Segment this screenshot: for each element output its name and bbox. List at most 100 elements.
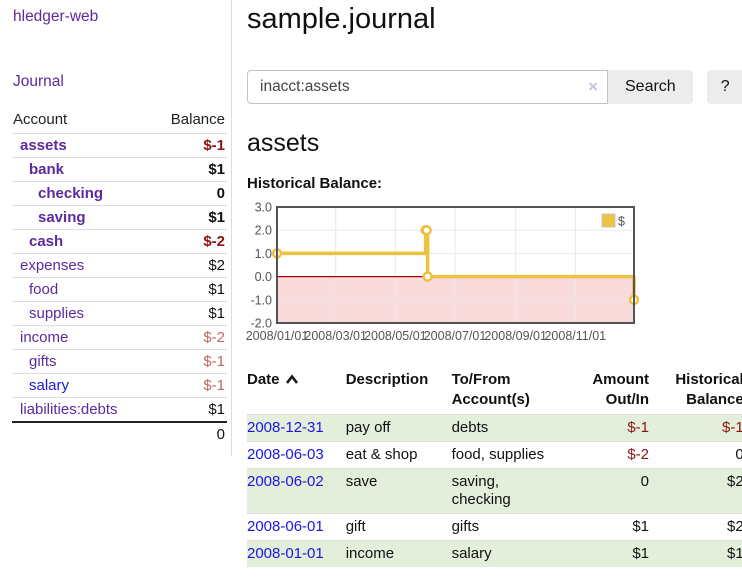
x-axis-tick-label: 2008/05/01 [364, 329, 427, 343]
transaction-date-link[interactable]: 2008-06-02 [247, 473, 324, 490]
account-link[interactable]: assets [20, 137, 67, 154]
accounts-table: Account Balance assets $-1 bank $1 check… [12, 108, 227, 446]
transaction-description: income [345, 540, 452, 567]
register-header-row: Date Description To/From Account(s) Amou… [247, 368, 742, 415]
account-link[interactable]: food [29, 281, 59, 298]
account-row: salary $-1 [12, 373, 227, 398]
legend-swatch [601, 213, 616, 228]
transaction-description: pay off [345, 414, 452, 442]
transaction-date-cell: 2008-06-03 [247, 441, 346, 469]
account-row: expenses $2 [12, 253, 227, 278]
x-axis-tick-label: 2008/01/01 [246, 329, 309, 343]
account-link[interactable]: saving [38, 209, 86, 226]
register-row: 2008-12-31 pay off debts $-1 $-1 [247, 414, 742, 442]
data-point-marker [421, 224, 432, 236]
account-balance: $2 [152, 253, 227, 278]
transaction-description: eat & shop [345, 441, 452, 469]
column-header-amount[interactable]: Amount Out/In [592, 371, 649, 408]
y-axis-tick-label: 3.0 [255, 201, 272, 215]
accounts-header-row: Account Balance [12, 108, 227, 134]
account-row: income $-2 [12, 325, 227, 350]
account-balance: $-2 [152, 229, 227, 254]
account-link[interactable]: bank [29, 161, 65, 178]
column-header-tofrom-accounts[interactable]: To/From Account(s) [451, 371, 530, 408]
accounts-header-account: Account [13, 111, 68, 128]
transaction-date-link[interactable]: 2008-06-01 [247, 518, 324, 535]
search-input[interactable] [247, 70, 608, 104]
search-form: × Search ? [247, 70, 742, 104]
transaction-balance: $1 [649, 540, 742, 567]
account-link[interactable]: income [20, 329, 69, 346]
account-link[interactable]: checking [38, 185, 104, 202]
account-link[interactable]: gifts [29, 353, 57, 370]
legend-label: $ [618, 215, 625, 229]
transaction-tofrom-accounts: saving, checking [451, 468, 566, 514]
register-row: 2008-01-01 income salary $1 $1 [247, 540, 742, 567]
register-table: Date Description To/From Account(s) Amou… [247, 368, 742, 567]
transaction-amount: $1 [565, 513, 649, 541]
x-axis-tick-label: 2008/03/01 [304, 329, 367, 343]
account-balance: $-1 [152, 349, 227, 374]
transaction-date-link[interactable]: 2008-06-03 [247, 446, 324, 463]
column-header-date-label: Date [247, 371, 280, 388]
y-axis-tick-label: 0.0 [255, 270, 272, 284]
historical-balance-chart: $ -2.0 -1.0 0.0 1.0 2.0 3.0 2008/01/012008/03/0… [246, 201, 640, 343]
account-balance: $1 [152, 157, 227, 182]
sort-ascending-icon [285, 374, 298, 384]
help-button[interactable]: ? [706, 70, 742, 104]
chart-border [276, 206, 635, 324]
chart-title: Historical Balance: [247, 175, 383, 192]
transaction-balance: $-1 [649, 414, 742, 442]
accounts-total-row: 0 [12, 421, 227, 446]
accounts-total-spacer [12, 421, 153, 446]
account-name-cell: liabilities:debts [12, 397, 153, 422]
account-link[interactable]: cash [29, 233, 64, 250]
column-header-date[interactable]: Date [247, 368, 346, 415]
account-balance: $1 [152, 397, 227, 422]
column-header-description[interactable]: Description [345, 371, 429, 388]
clear-search-icon[interactable]: × [588, 77, 598, 97]
sidebar: hledger-web Journal Account Balance asse… [0, 0, 232, 456]
account-name-cell: saving [12, 205, 153, 230]
account-heading: assets [247, 129, 320, 157]
accounts-total-balance: 0 [152, 421, 227, 446]
account-link[interactable]: supplies [29, 305, 85, 322]
transaction-date-cell: 2008-01-01 [247, 540, 346, 567]
account-name-cell: salary [12, 373, 153, 398]
sidebar-item-journal[interactable]: Journal [13, 73, 64, 90]
account-row: food $1 [12, 277, 227, 302]
register-row: 2008-06-01 gift gifts $1 $2 [247, 513, 742, 541]
page-title: sample.journal [247, 3, 436, 35]
transaction-date-cell: 2008-12-31 [247, 414, 346, 442]
transaction-tofrom-accounts: debts [451, 414, 566, 442]
transaction-description: gift [345, 513, 452, 541]
app-title-link[interactable]: hledger-web [13, 8, 99, 25]
account-row: supplies $1 [12, 301, 227, 326]
transaction-description: save [345, 468, 452, 514]
main-content: sample.journal × Search ? assets Histori… [232, 0, 742, 567]
account-row: assets $-1 [12, 133, 227, 158]
account-link[interactable]: expenses [20, 257, 85, 274]
transaction-balance: $2 [649, 513, 742, 541]
account-balance: 0 [152, 181, 227, 206]
account-link[interactable]: salary [29, 377, 70, 394]
register-row: 2008-06-02 save saving, checking 0 $2 [247, 468, 742, 514]
account-balance: $-1 [152, 373, 227, 398]
transaction-date-link[interactable]: 2008-01-01 [247, 545, 324, 562]
account-row: saving $1 [12, 205, 227, 230]
column-header-historical-balance[interactable]: Historical Balance [675, 371, 742, 408]
x-axis-tick-label: 2008/07/01 [424, 329, 487, 343]
transaction-balance: $2 [649, 468, 742, 514]
account-name-cell: assets [12, 133, 153, 158]
account-balance: $1 [152, 277, 227, 302]
accounts-header-balance: Balance [170, 111, 225, 128]
account-link[interactable]: liabilities:debts [20, 401, 118, 418]
search-button[interactable]: Search [608, 70, 693, 104]
transaction-date-link[interactable]: 2008-12-31 [247, 419, 324, 436]
y-axis-tick-label: -1.0 [250, 293, 272, 307]
account-balance: $-1 [152, 133, 227, 158]
x-axis-tick-label: 2008/09/01 [484, 329, 547, 343]
account-row: gifts $-1 [12, 349, 227, 374]
register-row: 2008-06-03 eat & shop food, supplies $-2… [247, 441, 742, 469]
